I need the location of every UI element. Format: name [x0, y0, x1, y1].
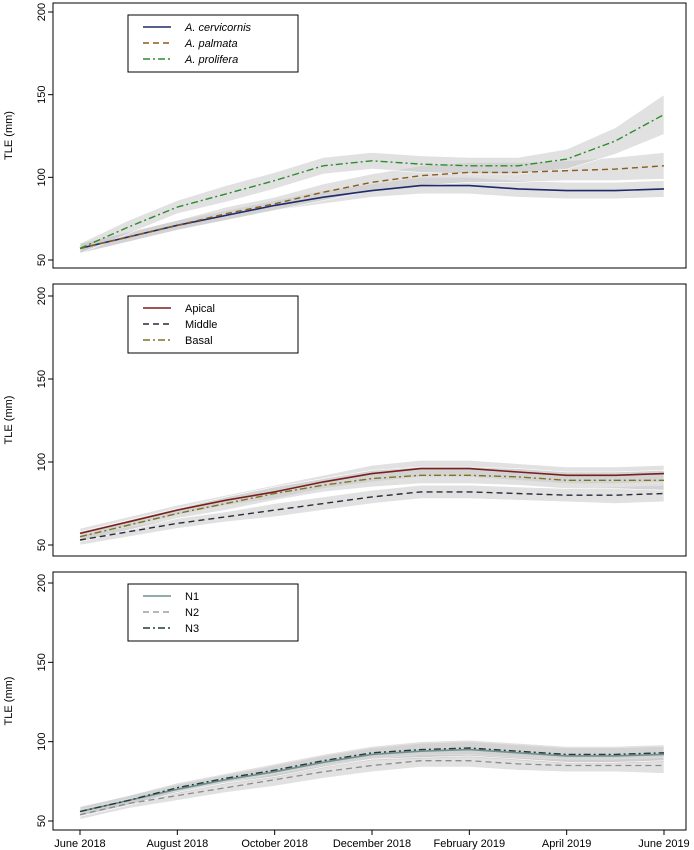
y-tick-label-0: 50 — [36, 815, 48, 827]
series-line-1 — [79, 491, 665, 541]
legend: A. cervicornis A. palmata A. prolifera — [127, 14, 299, 73]
x-tick-label-1: August 2018 — [146, 838, 208, 850]
legend-label-2: N3 — [185, 623, 199, 635]
y-tick-label-3: 200 — [36, 3, 48, 21]
y-axis-title: TLE (mm) — [3, 111, 15, 160]
legend-label-0: A. cervicornis — [184, 22, 252, 34]
y-axis-title: TLE (mm) — [3, 677, 15, 726]
y-tick-label-3: 200 — [36, 287, 48, 305]
x-tick-label-3: December 2018 — [333, 838, 411, 850]
y-tick-label-3: 200 — [36, 574, 48, 592]
plot-frame — [52, 571, 687, 831]
series-line-0 — [79, 467, 665, 535]
y-tick-label-1: 100 — [36, 453, 48, 471]
series-line-2 — [79, 747, 665, 813]
x-tick-label-0: June 2018 — [54, 838, 105, 850]
legend: Apical Middle Basal — [127, 295, 299, 354]
legend-label-0: N1 — [185, 591, 199, 603]
series-line-1 — [79, 165, 665, 250]
y-tick-label-0: 50 — [36, 539, 48, 551]
legend-label-1: Middle — [185, 319, 217, 331]
series-line-2 — [79, 474, 664, 538]
x-tick-label-4: February 2019 — [434, 838, 506, 850]
confidence-band-2 — [79, 94, 665, 254]
legend-label-1: A. palmata — [184, 38, 238, 50]
y-tick-label-0: 50 — [36, 254, 48, 266]
series-line-0 — [79, 748, 665, 813]
confidence-band-1 — [79, 152, 665, 254]
y-axis-title: TLE (mm) — [3, 396, 15, 445]
legend: N1 N2 N3 — [127, 583, 299, 642]
confidence-band-2 — [79, 466, 665, 543]
y-tick-label-2: 150 — [36, 85, 48, 103]
plot-frame — [52, 2, 687, 269]
panel-position: 50 100 150 200 TLE (mm) Apical Middle Basal — [3, 283, 687, 557]
x-tick-label-5: April 2019 — [542, 838, 592, 850]
series-line-1 — [79, 760, 664, 816]
x-tick-label-2: October 2018 — [241, 838, 308, 850]
panel-species: 50 100 150 200 TLE (mm) A. cervicornis A. palm… — [3, 2, 687, 269]
legend-label-0: Apical — [185, 303, 215, 315]
panel-nursery: 50 100 150 200 TLE (mm) June 2018 August 2018 O… — [3, 571, 690, 850]
plot-frame — [52, 283, 687, 557]
y-tick-label-2: 150 — [36, 370, 48, 388]
legend-label-2: A. prolifera — [184, 54, 238, 66]
y-tick-label-1: 100 — [36, 732, 48, 750]
confidence-band-2 — [79, 739, 665, 817]
x-tick-label-6: June 2019 — [638, 838, 689, 850]
y-tick-label-2: 150 — [36, 653, 48, 671]
y-tick-label-1: 100 — [36, 168, 48, 186]
confidence-band-1 — [79, 484, 665, 546]
legend-label-1: N2 — [185, 607, 199, 619]
legend-label-2: Basal — [185, 335, 213, 347]
series-line-2 — [79, 113, 665, 250]
